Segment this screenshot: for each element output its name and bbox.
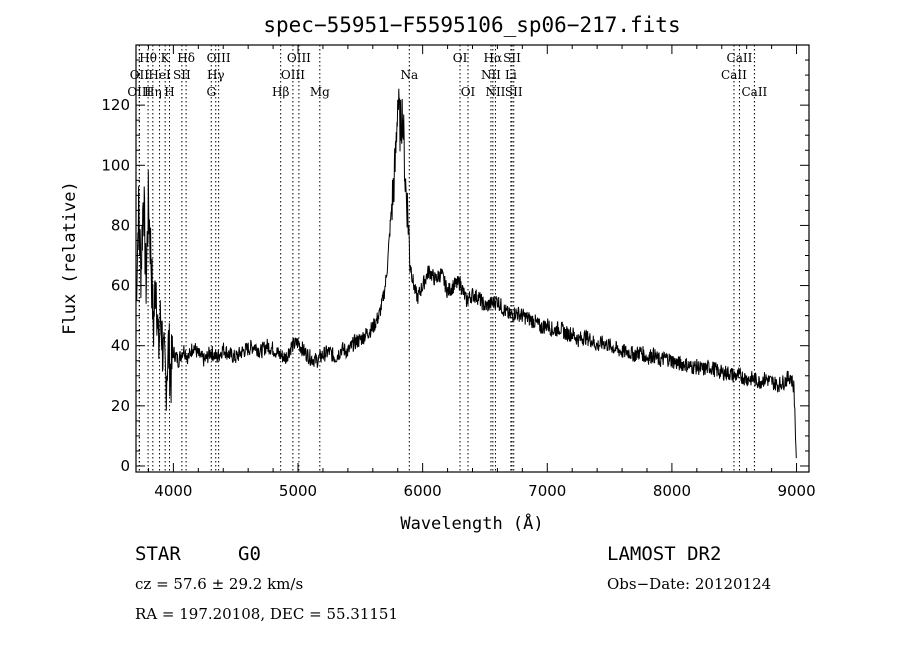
- y-tick-label-40: 40: [111, 337, 130, 355]
- y-tick-label-80: 80: [111, 216, 130, 234]
- line-label-22: Li: [505, 68, 517, 82]
- x-tick-label-4000: 4000: [154, 482, 192, 500]
- line-label-4: Hη: [144, 85, 162, 99]
- line-label-3: HeI: [148, 68, 171, 82]
- y-tick-label-0: 0: [120, 457, 130, 475]
- coordinates: RA = 197.20108, DEC = 55.31151: [135, 605, 398, 623]
- plot-area: HθOIIOIIIHeIHηKSIIHHδOIIIHγGOIIIOIIIHβMg…: [101, 45, 815, 500]
- x-tick-label-7000: 7000: [528, 482, 566, 500]
- line-label-19: Hα: [484, 51, 503, 65]
- y-tick-label-120: 120: [101, 96, 130, 114]
- line-label-21: NII: [481, 68, 501, 82]
- survey-name: LAMOST DR2: [607, 543, 721, 565]
- y-axis-label: Flux (relative): [60, 181, 80, 335]
- observation-date: Obs−Date: 20120124: [607, 575, 771, 593]
- line-label-20: SII: [503, 51, 521, 65]
- plot-frame: [136, 45, 809, 472]
- x-tick-label-5000: 5000: [279, 482, 317, 500]
- spectrum-line: [136, 89, 796, 459]
- y-tick-label-100: 100: [101, 156, 130, 174]
- line-label-17: OI: [453, 51, 468, 65]
- object-subclass: G0: [238, 543, 261, 565]
- x-tick-label-9000: 9000: [777, 482, 815, 500]
- line-label-11: G: [206, 85, 216, 99]
- y-tick-label-20: 20: [111, 397, 130, 415]
- line-label-7: H: [164, 85, 174, 99]
- line-label-18: OI: [461, 85, 476, 99]
- x-axis-label: Wavelength (Å): [400, 512, 543, 534]
- line-label-8: Hδ: [177, 51, 195, 65]
- line-label-16: Na: [400, 68, 418, 82]
- x-tick-label-6000: 6000: [404, 482, 442, 500]
- line-label-26: CaII: [721, 68, 747, 82]
- line-label-9: OIII: [207, 51, 231, 65]
- line-label-12: OIII: [287, 51, 311, 65]
- line-label-25: CaII: [727, 51, 753, 65]
- line-label-27: CaII: [741, 85, 767, 99]
- line-label-23: NII: [485, 85, 505, 99]
- line-label-24: SII: [505, 85, 523, 99]
- x-tick-label-8000: 8000: [653, 482, 691, 500]
- line-label-14: Hβ: [272, 85, 289, 99]
- line-label-10: Hγ: [207, 68, 225, 82]
- y-tick-label-60: 60: [111, 277, 130, 295]
- line-label-0: Hθ: [139, 51, 157, 65]
- object-class: STAR: [135, 543, 181, 565]
- line-label-6: SII: [173, 68, 191, 82]
- line-label-13: OIII: [281, 68, 305, 82]
- redshift-velocity: cz = 57.6 ± 29.2 km/s: [135, 575, 303, 593]
- chart-title: spec−55951−F5595106_sp06−217.fits: [263, 13, 680, 37]
- line-label-15: Mg: [310, 85, 330, 99]
